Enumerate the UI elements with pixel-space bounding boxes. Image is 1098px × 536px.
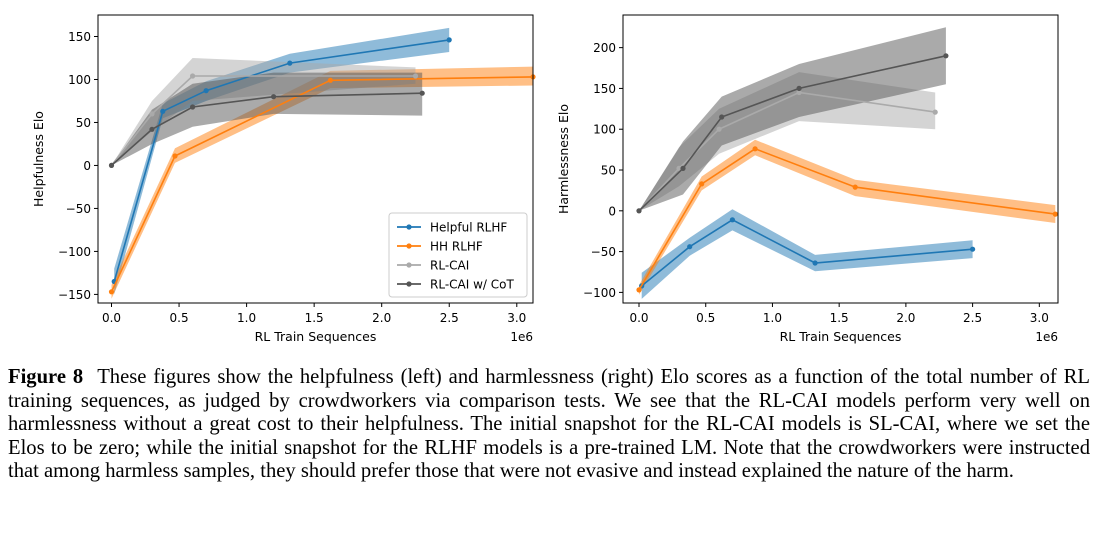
figure-charts: 0.0 0.5 1.0 1.5 2.0 2.5 3.0 −150 −100 −50 0 50 100 15… (31, 14, 1059, 344)
legend-marker-helpful-rlhf (406, 224, 412, 230)
y-tick-label: 150 (593, 82, 616, 96)
x-offset-label: 1e6 (1035, 330, 1058, 344)
legend-marker-rl-cai-w-cot (406, 281, 412, 287)
x-tick-label: 3.0 (1030, 311, 1049, 325)
data-point-rl-cai (190, 73, 196, 79)
y-tick-label: 200 (593, 41, 616, 55)
data-point-rl-cai-w-cot (419, 90, 425, 96)
data-point-rl-cai-w-cot (796, 85, 802, 91)
data-point-helpful-rlhf (203, 88, 209, 94)
data-point-rl-cai-w-cot (943, 53, 949, 59)
band-rl-cai (639, 72, 936, 211)
y-axis-label: Harmlessness Elo (556, 104, 571, 214)
y-tick-label: 100 (68, 73, 91, 87)
x-tick-label: 2.5 (440, 311, 459, 325)
figure-label: Figure 8 (8, 366, 84, 388)
legend-label-rl-cai-w-cot: RL-CAI w/ CoT (430, 278, 514, 292)
x-axis-label: RL Train Sequences (780, 329, 902, 344)
legend: Helpful RLHF HH RLHF RL-CAI RL-CAI w/ CoT (388, 212, 528, 298)
chart-harmlessness: 0.0 0.5 1.0 1.5 2.0 2.5 3.0 −100 −50 0 50 100 150 200… (556, 14, 1059, 344)
data-point-rl-cai-w-cot (636, 208, 642, 214)
data-point-helpful-rlhf (687, 244, 693, 250)
x-tick-label: 2.0 (372, 311, 391, 325)
x-tick-label: 0.0 (629, 311, 648, 325)
y-tick-label: 150 (68, 30, 91, 44)
y-tick-label: 100 (593, 123, 616, 137)
y-tick-label: 50 (76, 116, 91, 130)
x-tick-label: 1.0 (237, 311, 256, 325)
x-tick-label: 0.5 (696, 311, 715, 325)
data-point-rl-cai (716, 126, 722, 132)
data-point-hh-rlhf (172, 153, 178, 159)
data-point-rl-cai (676, 165, 682, 171)
y-tick-label: −100 (58, 245, 91, 259)
x-tick-label: 0.0 (102, 311, 121, 325)
data-point-rl-cai-w-cot (108, 162, 115, 168)
series-line-rl-cai (110, 75, 416, 166)
data-point-hh-rlhf (752, 146, 758, 152)
y-tick-label: 0 (608, 204, 616, 218)
data-point-hh-rlhf (636, 287, 642, 293)
data-point-rl-cai (932, 109, 938, 115)
plot-frame (97, 14, 534, 304)
x-tick-label: 2.0 (896, 311, 915, 325)
data-point-helpful-rlhf (287, 60, 293, 66)
y-axis-label: Helpfulness Elo (31, 111, 46, 207)
data-point-helpful-rlhf (446, 37, 452, 43)
y-tick-label: 50 (601, 164, 616, 178)
x-tick-label: 3.0 (507, 311, 526, 325)
chart-helpfulness: 0.0 0.5 1.0 1.5 2.0 2.5 3.0 −150 −100 −50 0 50 100 15… (31, 14, 536, 344)
data-point-rl-cai (412, 73, 419, 79)
data-point-hh-rlhf (327, 77, 333, 83)
data-point-rl-cai-w-cot (190, 104, 196, 110)
plot-frame (622, 14, 1059, 304)
y-tick-label: 0 (83, 159, 91, 173)
y-tick-label: −100 (583, 286, 616, 300)
legend-label-hh-rlhf: HH RLHF (430, 240, 483, 254)
legend-label-helpful-rlhf: Helpful RLHF (430, 221, 507, 235)
figure-caption-text: These figures show the helpfulness (left… (8, 366, 1090, 483)
x-tick-label: 0.5 (170, 311, 189, 325)
legend-marker-rl-cai (406, 262, 412, 268)
data-point-hh-rlhf (108, 289, 115, 295)
legend-label-rl-cai: RL-CAI (430, 259, 469, 273)
y-tick-label: −50 (591, 245, 616, 259)
series-line-hh-rlhf (110, 76, 534, 293)
data-point-rl-cai-w-cot (271, 94, 277, 100)
data-point-rl-cai-w-cot (680, 165, 686, 171)
legend-box (388, 212, 528, 298)
band-rl-cai-w-cot (111, 72, 423, 166)
data-point-helpful-rlhf (729, 217, 736, 223)
data-point-hh-rlhf (852, 184, 858, 190)
x-tick-label: 1.0 (763, 311, 782, 325)
data-point-helpful-rlhf (160, 108, 166, 114)
y-tick-label: −150 (58, 288, 91, 302)
x-axis-label: RL Train Sequences (255, 329, 377, 344)
legend-marker-hh-rlhf (406, 243, 412, 249)
data-point-rl-cai (149, 111, 155, 117)
band-helpful-rlhf (641, 209, 973, 299)
x-offset-label: 1e6 (510, 330, 533, 344)
y-tick-label: −50 (66, 202, 91, 216)
data-point-helpful-rlhf (812, 260, 818, 266)
x-tick-label: 1.5 (305, 311, 324, 325)
data-point-helpful-rlhf (970, 246, 976, 252)
x-tick-label: 1.5 (830, 311, 849, 325)
data-point-rl-cai (796, 89, 802, 96)
figure-caption: Figure 8 These figures show the helpfulne… (8, 366, 1090, 484)
data-point-rl-cai-w-cot (149, 126, 155, 132)
data-point-rl-cai-w-cot (719, 114, 725, 120)
data-point-hh-rlhf (699, 181, 705, 187)
data-point-hh-rlhf (1052, 211, 1058, 217)
x-tick-label: 2.5 (963, 311, 982, 325)
